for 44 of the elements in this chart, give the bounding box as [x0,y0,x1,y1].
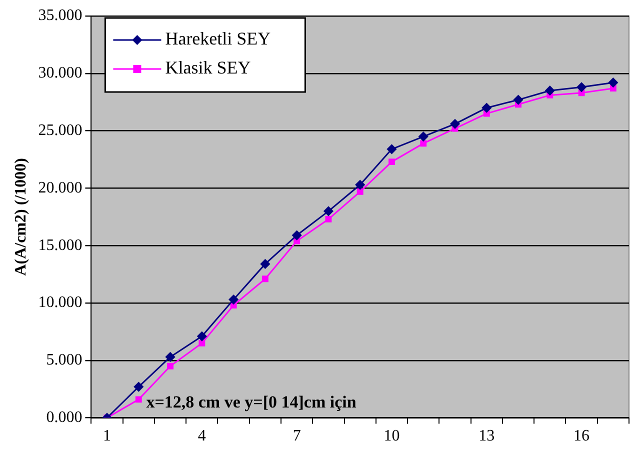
point [483,110,490,117]
point [228,294,238,304]
point [450,119,460,129]
point [386,144,396,154]
point [262,276,268,282]
point [166,352,176,362]
point [167,362,174,370]
y-tick-label: 25.000 [38,122,82,140]
point [260,259,270,269]
y-tick-label: 10.000 [38,294,82,312]
point [545,86,555,96]
point [418,132,428,142]
x-tick-label: 7 [292,428,301,445]
annotation: x=12,8 cm ve y=[0 14]cm için [146,392,357,412]
legend-label: Hareketli SEY [165,28,271,49]
x-tick-label: 13 [478,428,495,445]
point [134,382,144,392]
point [388,158,395,166]
point [198,340,206,346]
point [355,180,365,190]
y-tick-label: 5.000 [46,352,82,369]
y-tick-label: 30.000 [38,64,82,82]
point [356,188,364,195]
point [135,396,142,403]
point [197,332,207,342]
legend-label: Klasik SEY [165,58,251,78]
point [324,206,334,216]
y-tick-label: 35.000 [38,7,82,24]
point [608,78,618,88]
x-tick-label: 4 [198,428,206,445]
x-tick-label: 10 [384,428,400,445]
point [610,85,616,92]
y-tick-label: 20.000 [38,179,82,196]
x-tick-label: 1 [103,428,112,445]
y-axis-title: A(A/cm2) (/1000) [12,158,30,276]
point [292,230,302,240]
point [482,103,492,113]
x-tick-label: 16 [574,428,590,445]
point [514,95,524,105]
y-tick-label: 15.000 [38,236,82,254]
point [576,82,586,92]
point [325,216,332,222]
y-tick-label: 0.000 [46,409,82,426]
point [420,140,427,147]
